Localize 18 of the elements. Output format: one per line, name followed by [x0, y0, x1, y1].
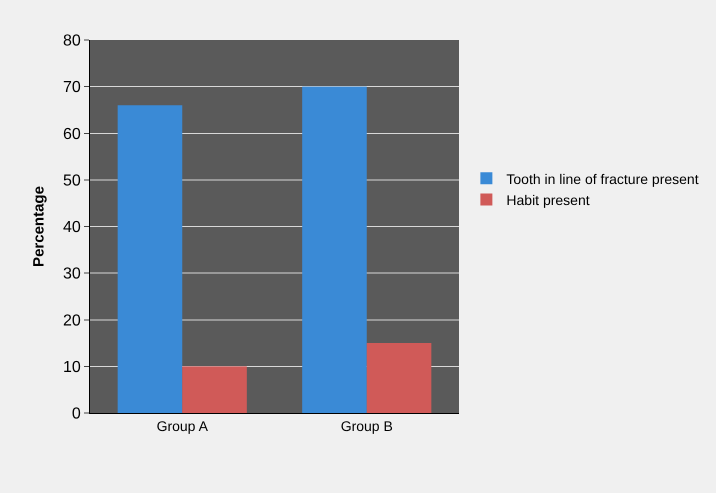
x-tick-label: Group A — [156, 418, 209, 434]
y-tick-label: 20 — [63, 312, 81, 330]
y-tick-label: 60 — [63, 126, 81, 143]
bar — [118, 105, 182, 413]
y-tick-label: 40 — [63, 219, 81, 236]
y-tick-label: 50 — [63, 172, 81, 190]
y-tick-label: 30 — [63, 266, 81, 283]
y-tick-label: 70 — [63, 79, 81, 96]
y-tick-label: 10 — [63, 358, 81, 376]
legend-label: Habit present — [506, 192, 590, 208]
x-tick-label: Group B — [340, 418, 393, 434]
y-axis-title: Percentage — [30, 186, 48, 267]
legend-label: Tooth in line of fracture present — [506, 170, 699, 187]
bar — [302, 86, 367, 413]
bar — [182, 366, 247, 413]
y-tick-label: 0 — [72, 406, 81, 423]
y-tick-label: 80 — [63, 32, 81, 50]
bar — [366, 343, 432, 413]
